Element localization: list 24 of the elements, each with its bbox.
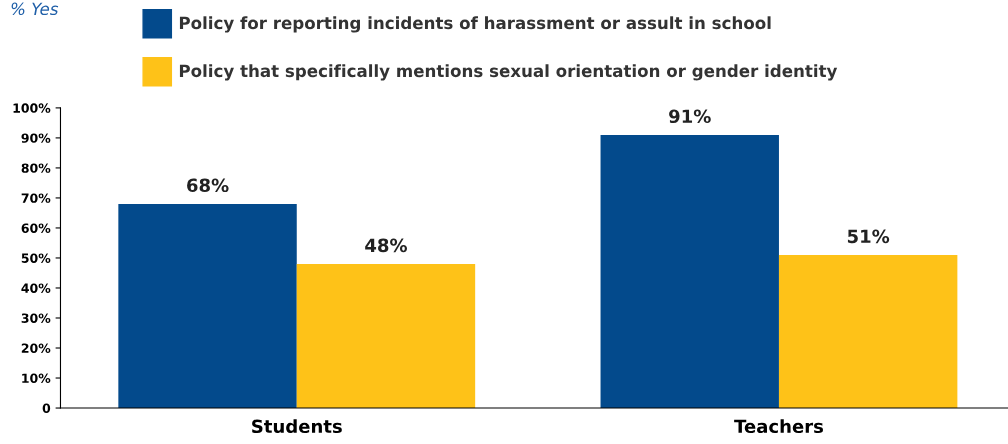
bar [296, 263, 476, 409]
y-tick-label: 20% [21, 343, 51, 353]
bar [778, 254, 958, 409]
y-tick-label: 100% [13, 103, 51, 113]
x-tick-label: Students [252, 419, 342, 434]
legend-label: Policy for reporting incidents of harassment or assult in school [179, 16, 771, 33]
bar [118, 203, 297, 409]
bar [600, 134, 779, 409]
y-tick-label: 0 [42, 403, 51, 413]
data-label: 48% [365, 238, 407, 253]
y-tick-label: 80% [21, 163, 51, 173]
y-tick-label: 70% [21, 193, 51, 203]
y-tick-label: 60% [21, 223, 51, 233]
y-tick-label: 30% [21, 313, 51, 323]
x-tick-label: Teachers [734, 419, 823, 434]
data-label: 68% [187, 178, 229, 193]
chart-title: % Yes [11, 2, 59, 16]
y-tick-label: 40% [21, 283, 51, 293]
y-tick-label: 50% [21, 253, 51, 263]
y-tick-label: 10% [22, 373, 51, 383]
y-tick-label: 90% [21, 133, 51, 143]
legend-label: Policy that specifically mentions sexual orientation or gender identity [179, 64, 838, 81]
data-label: 51% [847, 229, 890, 244]
data-label: 91% [669, 109, 711, 124]
